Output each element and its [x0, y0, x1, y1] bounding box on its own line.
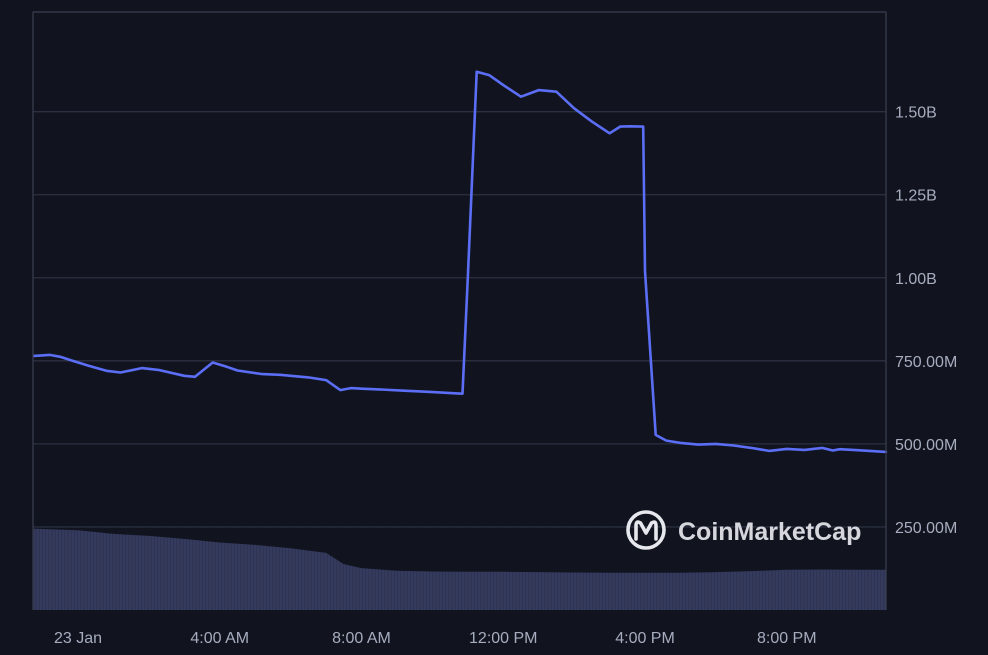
- axes: [32, 11, 887, 610]
- x-tick-label: 8:00 PM: [757, 630, 817, 647]
- y-tick-label: 1.00B: [895, 271, 937, 288]
- volume-area: [33, 510, 887, 610]
- x-tick-label: 23 Jan: [54, 630, 102, 647]
- x-tick-label: 4:00 PM: [615, 630, 675, 647]
- y-tick-label: 1.50B: [895, 105, 937, 122]
- coinmarketcap-logo-icon: [626, 510, 666, 550]
- y-axis-tick-labels: 250.00M 500.00M 750.00M 1.00B 1.25B 1.50B: [895, 105, 957, 537]
- x-tick-label: 4:00 AM: [190, 630, 249, 647]
- x-tick-label: 12:00 PM: [469, 630, 537, 647]
- watermark-text: CoinMarketCap: [678, 518, 861, 546]
- volume-area-fill: [33, 528, 887, 610]
- price-line: [32, 70, 888, 454]
- x-tick-label: 8:00 AM: [332, 630, 391, 647]
- y-tick-label: 500.00M: [895, 437, 957, 454]
- price-line-path: [32, 70, 888, 454]
- y-tick-label: 750.00M: [895, 354, 957, 371]
- y-tick-label: 1.25B: [895, 188, 937, 205]
- y-tick-label: 250.00M: [895, 520, 957, 537]
- gridlines: [33, 111, 886, 528]
- x-axis-tick-labels: 23 Jan 4:00 AM 8:00 AM 12:00 PM 4:00 PM 8:00 …: [54, 630, 817, 647]
- coinmarketcap-watermark: CoinMarketCap: [626, 510, 861, 550]
